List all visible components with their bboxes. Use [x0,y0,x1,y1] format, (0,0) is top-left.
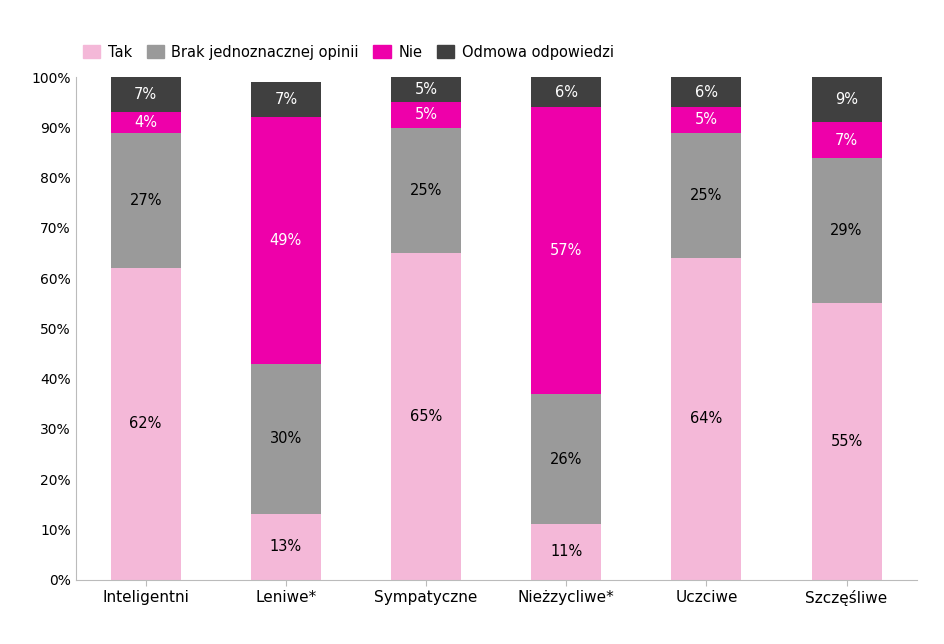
Bar [250,82,321,117]
Bar [391,253,461,580]
Text: 6%: 6% [694,85,717,100]
Text: 7%: 7% [134,88,157,102]
Text: 13%: 13% [270,540,301,554]
Text: 5%: 5% [694,113,717,128]
Text: 65%: 65% [410,409,442,424]
Legend: Tak, Brak jednoznacznej opinii, Nie, Odmowa odpowiedzi: Tak, Brak jednoznacznej opinii, Nie, Odm… [83,45,613,60]
Bar [811,77,881,122]
Bar [670,77,741,108]
Bar [391,102,461,128]
Text: 9%: 9% [834,92,857,108]
Bar [531,108,600,393]
Text: 25%: 25% [689,188,722,203]
Text: 25%: 25% [410,183,442,198]
Bar [250,117,321,364]
Text: 7%: 7% [274,92,297,108]
Bar [811,122,881,158]
Bar [250,515,321,580]
Bar [110,133,180,268]
Bar [250,364,321,515]
Bar [670,108,741,133]
Text: 26%: 26% [549,451,582,466]
Text: 55%: 55% [830,434,862,449]
Text: 29%: 29% [830,223,862,238]
Text: 7%: 7% [834,133,857,147]
Text: 64%: 64% [689,412,722,426]
Bar [531,524,600,580]
Text: 57%: 57% [549,243,582,258]
Bar [531,77,600,108]
Text: 4%: 4% [134,115,157,130]
Text: 62%: 62% [129,417,161,431]
Bar [110,77,180,113]
Bar [811,303,881,580]
Bar [531,393,600,524]
Bar [391,128,461,253]
Bar [110,268,180,580]
Bar [670,133,741,258]
Bar [670,258,741,580]
Text: 11%: 11% [549,544,582,560]
Text: 49%: 49% [269,233,302,248]
Text: 6%: 6% [554,85,577,100]
Text: 5%: 5% [414,82,437,97]
Bar [110,113,180,133]
Text: 27%: 27% [129,193,161,208]
Text: 5%: 5% [414,108,437,122]
Bar [811,158,881,303]
Text: 30%: 30% [269,431,302,446]
Bar [391,77,461,102]
